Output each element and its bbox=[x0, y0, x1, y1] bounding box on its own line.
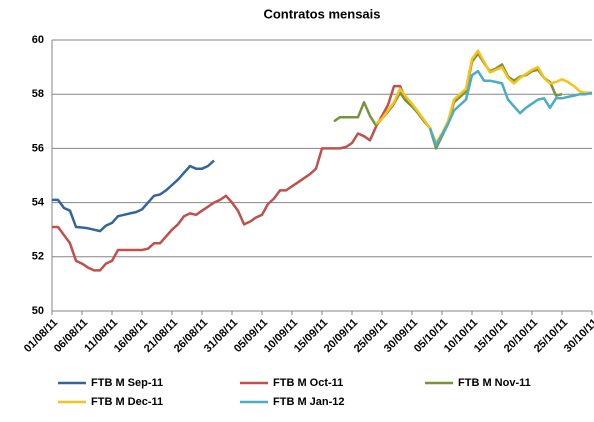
y-tick-label: 58 bbox=[32, 88, 44, 100]
series-line bbox=[333, 52, 563, 150]
series-line bbox=[52, 159, 215, 233]
legend-label: FTB M Sep-11 bbox=[91, 377, 163, 389]
legend-label: FTB M Dec-11 bbox=[91, 396, 163, 408]
series-line bbox=[375, 49, 592, 145]
y-tick-label: 56 bbox=[32, 142, 44, 154]
y-tick-label: 54 bbox=[32, 197, 45, 209]
legend-label: FTB M Jan-12 bbox=[273, 396, 345, 408]
series-line bbox=[428, 69, 593, 147]
y-tick-label: 60 bbox=[32, 34, 44, 46]
series-line bbox=[52, 84, 413, 272]
chart-title: Contratos mensais bbox=[263, 6, 380, 21]
y-tick-label: 52 bbox=[32, 251, 44, 263]
legend-label: FTB M Oct-11 bbox=[273, 377, 343, 389]
legend-label: FTB M Nov-11 bbox=[458, 377, 531, 389]
y-tick-label: 50 bbox=[32, 305, 44, 317]
